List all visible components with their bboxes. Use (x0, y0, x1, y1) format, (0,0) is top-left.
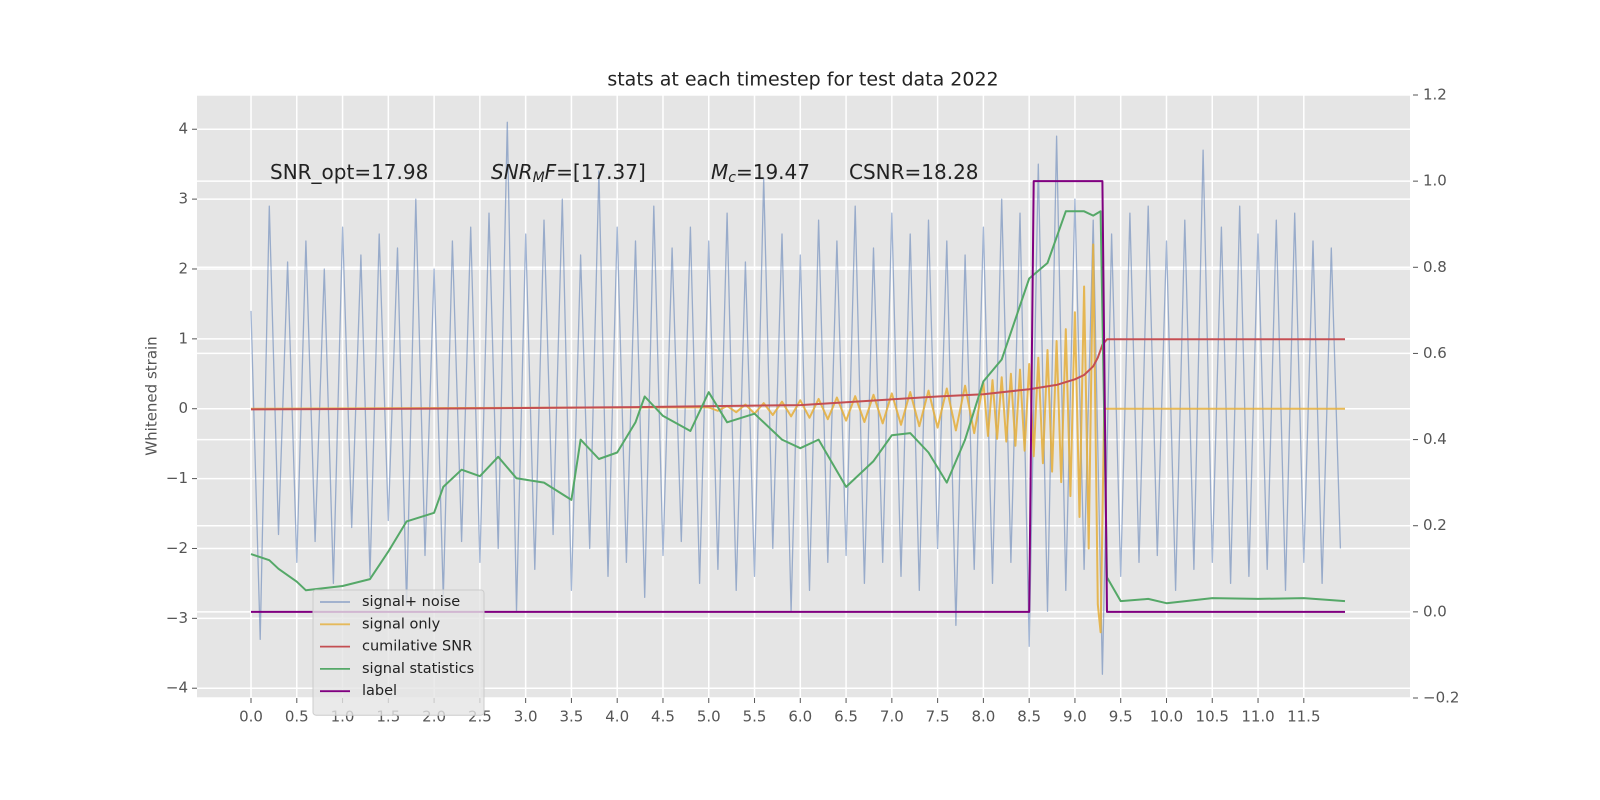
x-tick-label: 9.5 (1109, 708, 1133, 726)
series-line (250, 243, 1345, 634)
x-tick-label: 7.0 (880, 708, 904, 726)
y-tick-label: −3 (166, 609, 188, 627)
y-tick-label: 0 (178, 399, 188, 417)
x-tick-label: 4.5 (651, 708, 675, 726)
x-tick-label: 5.0 (697, 708, 721, 726)
x-tick-label: 3.0 (514, 708, 538, 726)
annotation: Mc=19.47 (711, 160, 810, 187)
y2-tick-label: 1.2 (1423, 86, 1447, 104)
annotation-part: =19.47 (736, 160, 810, 184)
annotation-part: M (711, 160, 728, 184)
annotation-part: c (728, 170, 736, 186)
x-tick-label: 8.5 (1017, 708, 1041, 726)
y2-tick-label: −0.2 (1423, 689, 1459, 707)
y-tick-label: 4 (178, 120, 188, 138)
x-tick-label: 9.0 (1063, 708, 1087, 726)
x-tick-label: 6.5 (834, 708, 858, 726)
y-tick-label: 1 (178, 329, 188, 347)
legend-label: label (362, 683, 397, 699)
legend-label: signal statistics (362, 661, 474, 677)
y-tick-label: −4 (166, 679, 188, 697)
annotation-part: SNR (491, 160, 533, 184)
x-tick-label: 6.0 (788, 708, 812, 726)
y2-tick-label: 0.0 (1423, 602, 1447, 620)
series-line (250, 121, 1342, 675)
x-tick-label: 8.0 (971, 708, 995, 726)
series-line (250, 210, 1346, 605)
annotation-part: SNR_opt=17.98 (270, 160, 428, 184)
x-tick-label: 10.5 (1196, 708, 1229, 726)
series-line (251, 180, 1345, 613)
x-tick-label: 11.0 (1241, 708, 1274, 726)
axes: 0.0 0.5 1.0 1.5 2.0 2.5 3.0 3.5 4.0 4.5 5.0 5.5 6.0 6… (166, 86, 1460, 726)
annotation-part: M (533, 170, 545, 186)
annotation-part: =[17.37] (556, 160, 646, 184)
x-tick-label: 5.5 (743, 708, 767, 726)
chart-title: stats at each timestep for test data 202… (607, 69, 998, 91)
annotation-part: CSNR=18.28 (849, 160, 979, 184)
marks (250, 121, 1346, 675)
y-axis-label: Whitened strain (143, 336, 161, 455)
y2-tick-label: 0.6 (1423, 344, 1447, 362)
x-tick-label: 3.5 (559, 708, 583, 726)
annotation: SNRMF=[17.37] (491, 160, 646, 187)
y2-tick-label: 1.0 (1423, 172, 1447, 190)
x-tick-label: 4.0 (605, 708, 629, 726)
y-tick-label: 3 (178, 190, 188, 208)
y2-tick-label: 0.8 (1423, 258, 1447, 276)
y-tick-label: −1 (166, 469, 188, 487)
x-tick-label: 0.0 (239, 708, 263, 726)
x-tick-label: 0.5 (285, 708, 309, 726)
y2-tick-label: 0.2 (1423, 516, 1447, 534)
y-tick-label: 2 (178, 259, 188, 277)
legend-label: signal only (362, 616, 441, 632)
annotation-part: F (545, 160, 557, 184)
series-line (250, 338, 1345, 411)
legend-box (312, 589, 485, 716)
legend-label: signal+ noise (362, 594, 460, 610)
annotation: CSNR=18.28 (849, 160, 979, 184)
annotation: SNR_opt=17.98 (270, 160, 428, 184)
y2-tick-label: 0.4 (1423, 430, 1447, 448)
y-tick-label: −2 (166, 539, 188, 557)
x-tick-label: 7.5 (926, 708, 950, 726)
legend-label: cumilative SNR (362, 639, 472, 655)
x-tick-label: 10.0 (1150, 708, 1183, 726)
x-tick-label: 11.5 (1287, 708, 1320, 726)
